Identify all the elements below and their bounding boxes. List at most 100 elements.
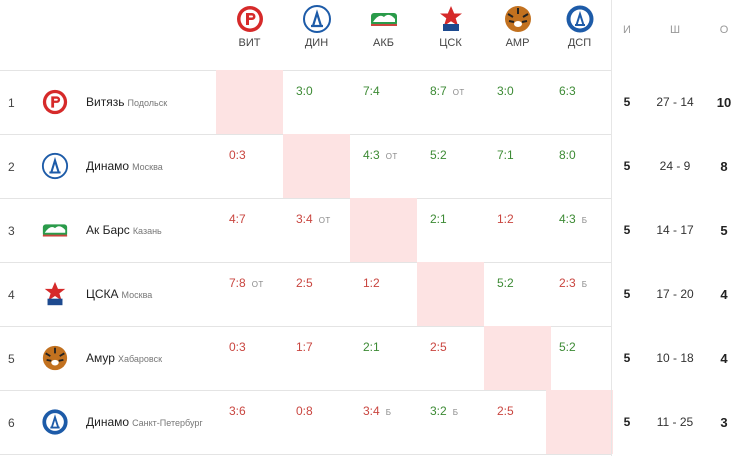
match-score[interactable]: 2:5 bbox=[430, 340, 447, 354]
stat-header-games[interactable]: И bbox=[623, 24, 631, 36]
score-value: 4:3 bbox=[363, 148, 380, 162]
match-score[interactable]: 5:2 bbox=[559, 340, 576, 354]
team-name[interactable]: Ак Барс Казань bbox=[86, 223, 162, 237]
match-score[interactable]: 4:3 Б bbox=[559, 212, 587, 226]
match-cell[interactable]: 2:5 bbox=[484, 390, 551, 454]
stat-header-goals[interactable]: Ш bbox=[669, 24, 681, 36]
match-score[interactable]: 7:4 bbox=[363, 84, 380, 98]
vityaz-logo-icon bbox=[41, 88, 69, 116]
column-header[interactable]: ЦСК bbox=[417, 0, 484, 49]
self-cell bbox=[417, 262, 484, 326]
match-cell[interactable]: 1:2 bbox=[484, 198, 551, 262]
match-cell[interactable]: 4:7 bbox=[216, 198, 283, 262]
games-played: 5 bbox=[623, 351, 631, 365]
match-cell[interactable]: 3:6 bbox=[216, 390, 283, 454]
match-score[interactable]: 7:8 ОТ bbox=[229, 276, 264, 290]
goals-ratio: 11 - 25 bbox=[656, 415, 694, 429]
match-cell[interactable]: 2:1 bbox=[417, 198, 484, 262]
match-score[interactable]: 3:0 bbox=[296, 84, 313, 98]
match-cell[interactable]: 5:2 bbox=[484, 262, 551, 326]
team-name[interactable]: Динамо Москва bbox=[86, 159, 163, 173]
column-header[interactable]: АКБ bbox=[350, 0, 417, 49]
row-rank: 1 bbox=[8, 96, 15, 110]
match-score[interactable]: 3:0 bbox=[497, 84, 514, 98]
row-rank: 4 bbox=[8, 288, 15, 302]
match-score[interactable]: 4:3 ОТ bbox=[363, 148, 398, 162]
score-value: 1:2 bbox=[363, 276, 380, 290]
match-cell[interactable]: 1:2 bbox=[350, 262, 417, 326]
match-score[interactable]: 7:1 bbox=[497, 148, 514, 162]
match-score[interactable]: 2:5 bbox=[497, 404, 514, 418]
match-score[interactable]: 6:3 bbox=[559, 84, 576, 98]
column-header[interactable]: ВИТ bbox=[216, 0, 283, 49]
match-score[interactable]: 3:4 ОТ bbox=[296, 212, 331, 226]
vityaz-logo-icon bbox=[235, 4, 265, 34]
match-cell[interactable]: 0:3 bbox=[216, 326, 283, 390]
score-value: 7:4 bbox=[363, 84, 380, 98]
self-cell bbox=[350, 198, 417, 262]
match-score[interactable]: 8:0 bbox=[559, 148, 576, 162]
match-score[interactable]: 2:3 Б bbox=[559, 276, 587, 290]
match-score[interactable]: 4:7 bbox=[229, 212, 246, 226]
match-score[interactable]: 0:3 bbox=[229, 148, 246, 162]
row-divider bbox=[0, 70, 612, 71]
match-score[interactable]: 1:2 bbox=[363, 276, 380, 290]
match-score[interactable]: 2:1 bbox=[430, 212, 447, 226]
match-cell[interactable]: 4:3 Б bbox=[546, 198, 613, 262]
match-score[interactable]: 2:1 bbox=[363, 340, 380, 354]
match-score[interactable]: 0:8 bbox=[296, 404, 313, 418]
dinamo-moscow-logo-icon bbox=[302, 4, 332, 34]
match-score[interactable]: 3:4 Б bbox=[363, 404, 391, 418]
match-cell[interactable]: 8:7 ОТ bbox=[417, 70, 484, 134]
column-header[interactable]: ДИН bbox=[283, 0, 350, 49]
match-cell[interactable]: 6:3 bbox=[546, 70, 613, 134]
match-cell[interactable]: 3:0 bbox=[484, 70, 551, 134]
table-row: 4 ЦСКА Москва 7:8 ОТ 2:5 1:2 5:2 2:3 Б 5 17 - 20 4 bbox=[0, 262, 750, 326]
team-name[interactable]: ЦСКА Москва bbox=[86, 287, 152, 301]
match-score[interactable]: 3:2 Б bbox=[430, 404, 458, 418]
column-abbr: ВИТ bbox=[238, 37, 261, 49]
team-name[interactable]: Динамо Санкт-Петербург bbox=[86, 415, 203, 429]
match-score[interactable]: 3:6 bbox=[229, 404, 246, 418]
match-cell[interactable]: 5:2 bbox=[417, 134, 484, 198]
team-city: Казань bbox=[132, 226, 162, 236]
match-cell[interactable]: 2:5 bbox=[283, 262, 350, 326]
team-name[interactable]: Амур Хабаровск bbox=[86, 351, 162, 365]
team-title: Ак Барс bbox=[86, 223, 130, 237]
match-cell[interactable]: 0:3 bbox=[216, 134, 283, 198]
match-cell[interactable]: 5:2 bbox=[546, 326, 613, 390]
match-cell[interactable]: 2:5 bbox=[417, 326, 484, 390]
ak-bars-logo-icon bbox=[41, 216, 69, 244]
match-cell[interactable]: 1:7 bbox=[283, 326, 350, 390]
match-cell[interactable]: 7:1 bbox=[484, 134, 551, 198]
match-cell[interactable]: 7:8 ОТ bbox=[216, 262, 283, 326]
match-score[interactable]: 8:7 ОТ bbox=[430, 84, 465, 98]
match-score[interactable]: 0:3 bbox=[229, 340, 246, 354]
match-cell[interactable]: 3:2 Б bbox=[417, 390, 484, 454]
column-header[interactable]: АМР bbox=[484, 0, 551, 49]
score-value: 7:1 bbox=[497, 148, 514, 162]
cska-logo-icon bbox=[436, 4, 466, 34]
match-cell[interactable]: 3:4 Б bbox=[350, 390, 417, 454]
overtime-marker: ОТ bbox=[452, 88, 465, 97]
match-score[interactable]: 1:2 bbox=[497, 212, 514, 226]
match-score[interactable]: 5:2 bbox=[497, 276, 514, 290]
score-value: 5:2 bbox=[497, 276, 514, 290]
match-cell[interactable]: 8:0 bbox=[546, 134, 613, 198]
match-cell[interactable]: 0:8 bbox=[283, 390, 350, 454]
ak-bars-logo-icon bbox=[369, 4, 399, 34]
match-cell[interactable]: 4:3 ОТ bbox=[350, 134, 417, 198]
team-name[interactable]: Витязь Подольск bbox=[86, 95, 167, 109]
match-score[interactable]: 2:5 bbox=[296, 276, 313, 290]
points: 8 bbox=[720, 159, 728, 174]
match-cell[interactable]: 7:4 bbox=[350, 70, 417, 134]
match-cell[interactable]: 3:4 ОТ bbox=[283, 198, 350, 262]
stat-header-points[interactable]: О bbox=[719, 24, 729, 36]
match-cell[interactable]: 2:3 Б bbox=[546, 262, 613, 326]
team-city: Хабаровск bbox=[117, 354, 163, 364]
match-cell[interactable]: 3:0 bbox=[283, 70, 350, 134]
match-score[interactable]: 1:7 bbox=[296, 340, 313, 354]
match-score[interactable]: 5:2 bbox=[430, 148, 447, 162]
column-header[interactable]: ДСП bbox=[546, 0, 613, 49]
match-cell[interactable]: 2:1 bbox=[350, 326, 417, 390]
